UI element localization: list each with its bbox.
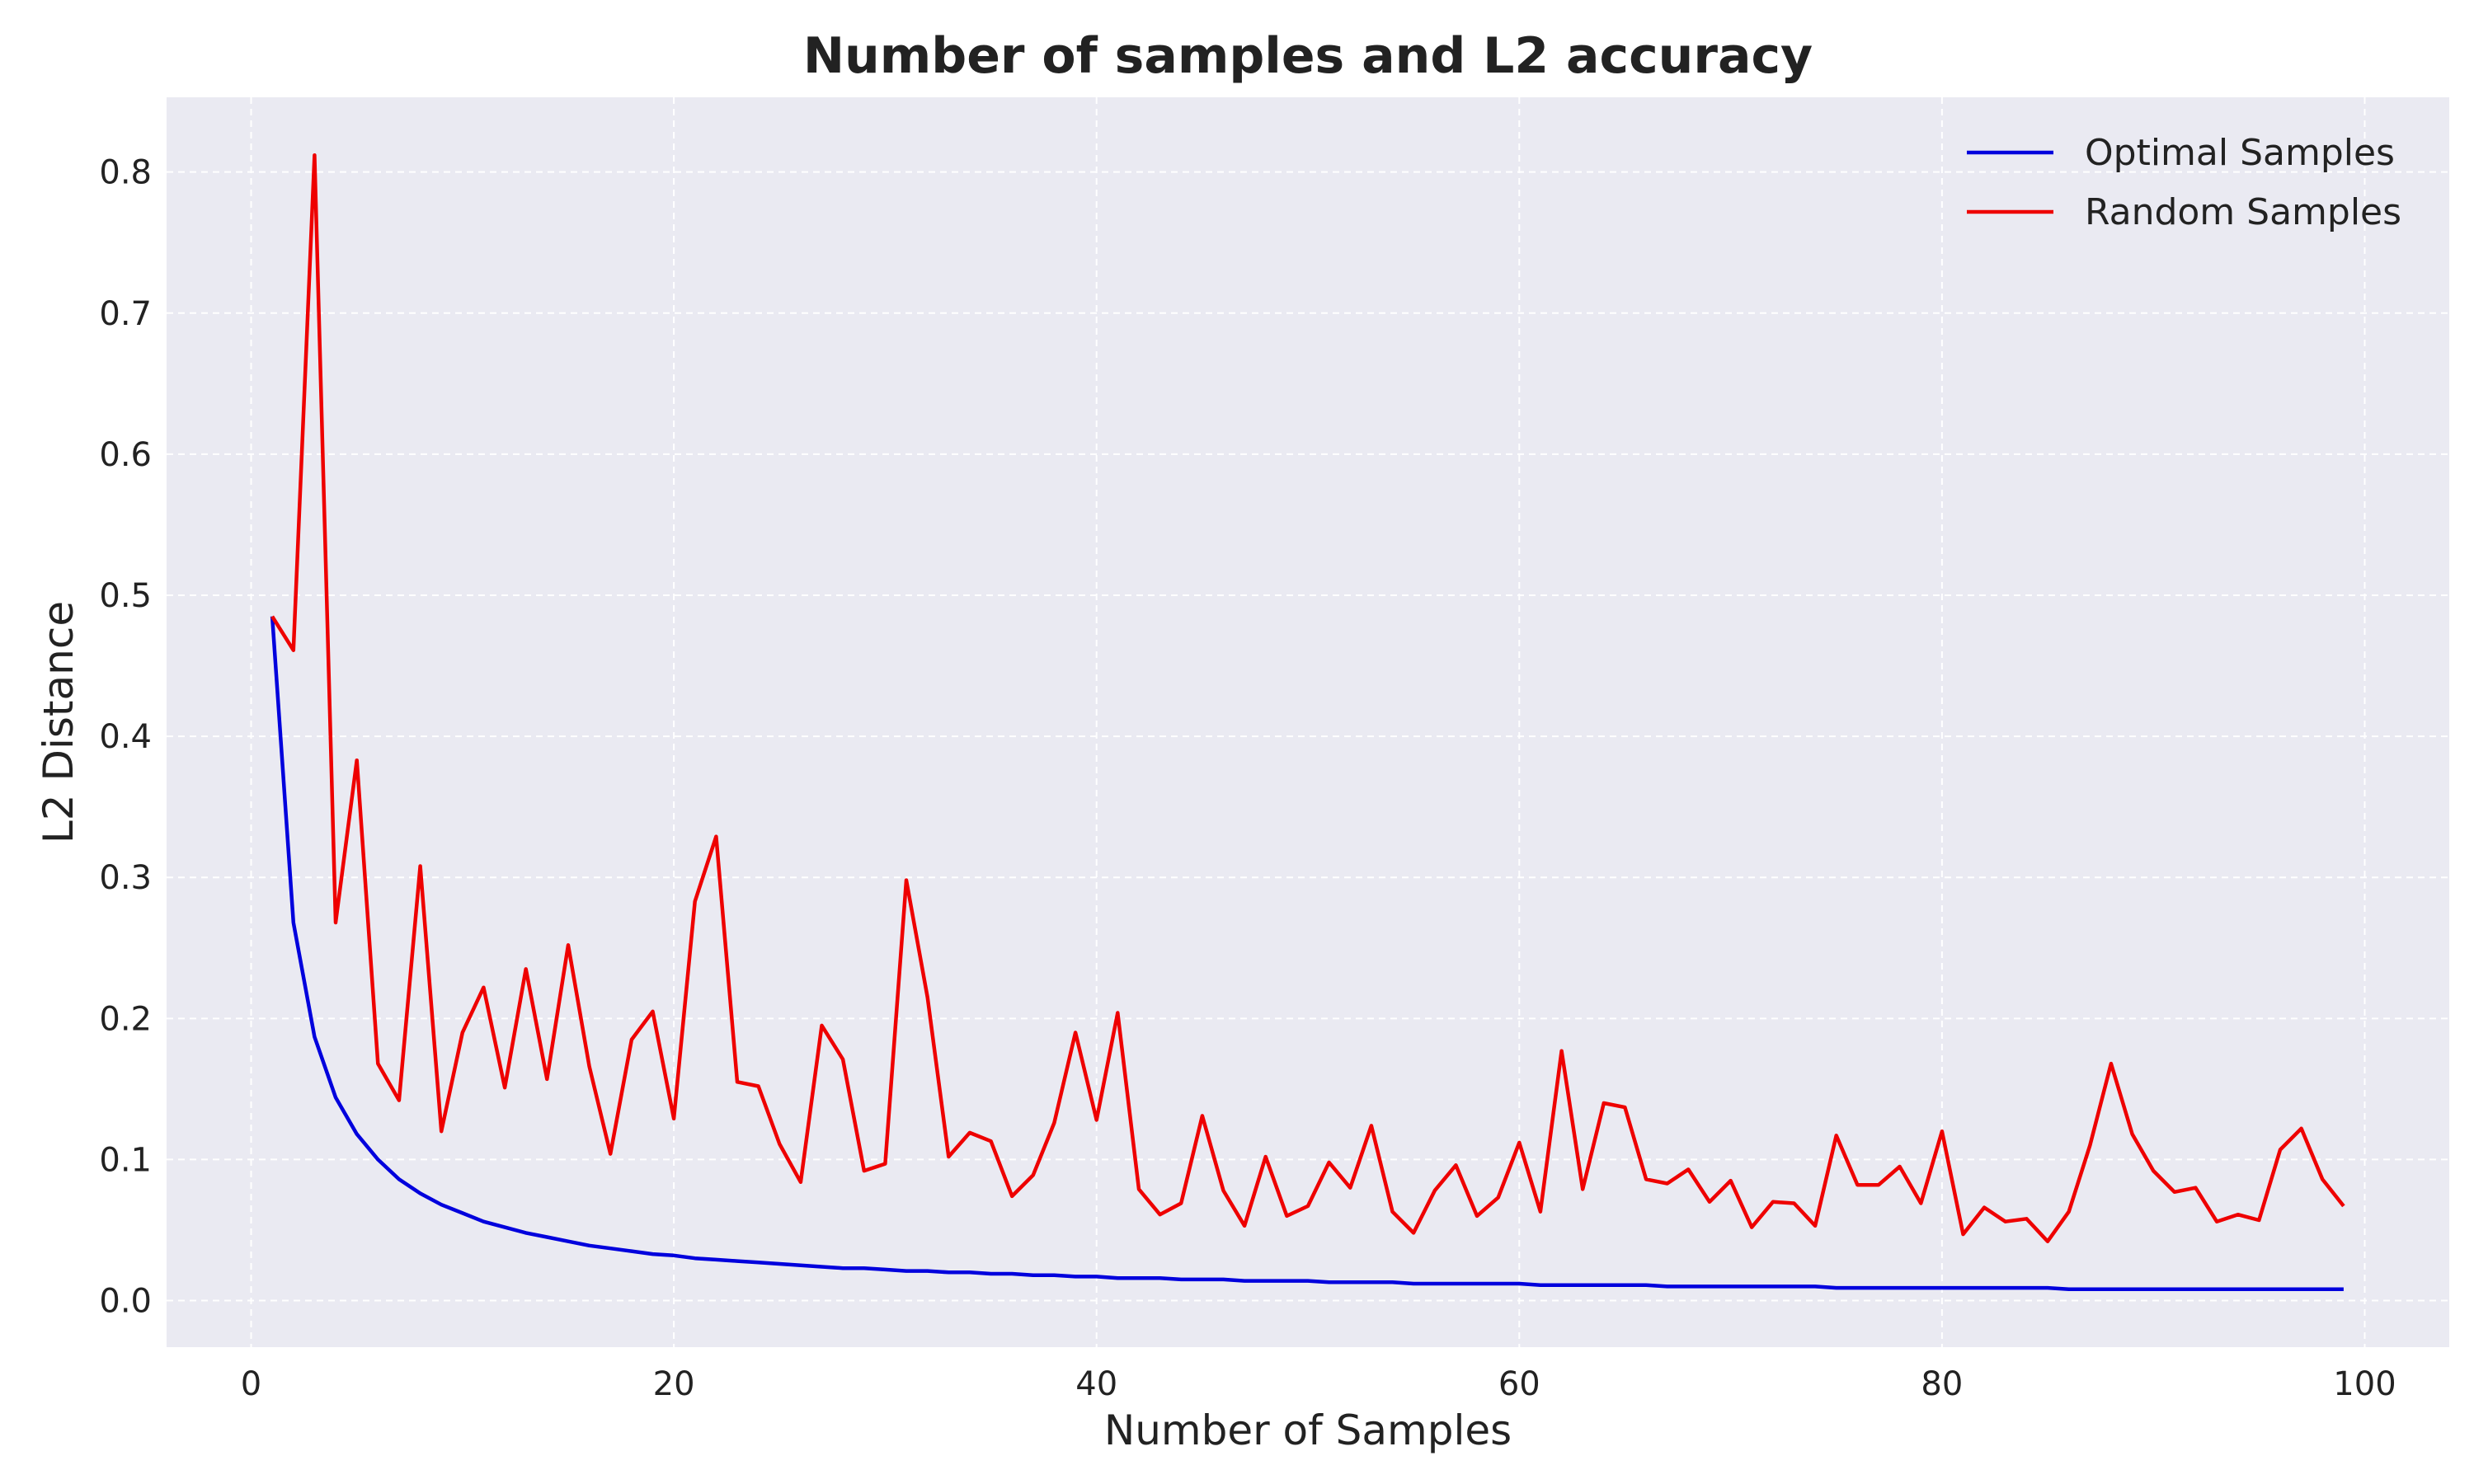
y-tick-label: 0.0 xyxy=(99,1283,152,1321)
x-tick-label: 0 xyxy=(241,1365,261,1403)
x-tick-labels: 0 20 40 60 80 100 xyxy=(241,1365,2396,1403)
y-tick-label: 0.1 xyxy=(99,1141,152,1179)
legend-label: Random Samples xyxy=(2085,191,2401,233)
y-tick-labels: 0.0 0.1 0.2 0.3 0.4 0.5 0.6 0.7 0.8 xyxy=(99,154,152,1321)
y-tick-label: 0.4 xyxy=(99,718,152,756)
y-tick-label: 0.8 xyxy=(99,154,152,192)
y-tick-label: 0.3 xyxy=(99,859,152,897)
legend-label: Optimal Samples xyxy=(2085,132,2395,174)
chart-title: Number of samples and L2 accuracy xyxy=(803,27,1813,85)
x-tick-label: 60 xyxy=(1498,1365,1540,1403)
x-tick-label: 100 xyxy=(2333,1365,2396,1403)
y-tick-label: 0.5 xyxy=(99,577,152,615)
series-layer xyxy=(270,153,2345,1292)
x-tick-label: 80 xyxy=(1921,1365,1963,1403)
series-line-optimal xyxy=(270,616,2344,1292)
grid-lines xyxy=(167,97,2449,1347)
x-tick-label: 20 xyxy=(653,1365,695,1403)
x-tick-label: 40 xyxy=(1075,1365,1117,1403)
y-tick-label: 0.2 xyxy=(99,1000,152,1038)
series-line-random xyxy=(270,153,2345,1243)
x-axis-label: Number of Samples xyxy=(1104,1407,1512,1454)
plot-background xyxy=(167,97,2449,1347)
legend: Optimal Samples Random Samples xyxy=(1967,132,2401,233)
y-tick-label: 0.7 xyxy=(99,295,152,333)
y-tick-label: 0.6 xyxy=(99,436,152,474)
y-axis-label: L2 Distance xyxy=(35,601,82,843)
